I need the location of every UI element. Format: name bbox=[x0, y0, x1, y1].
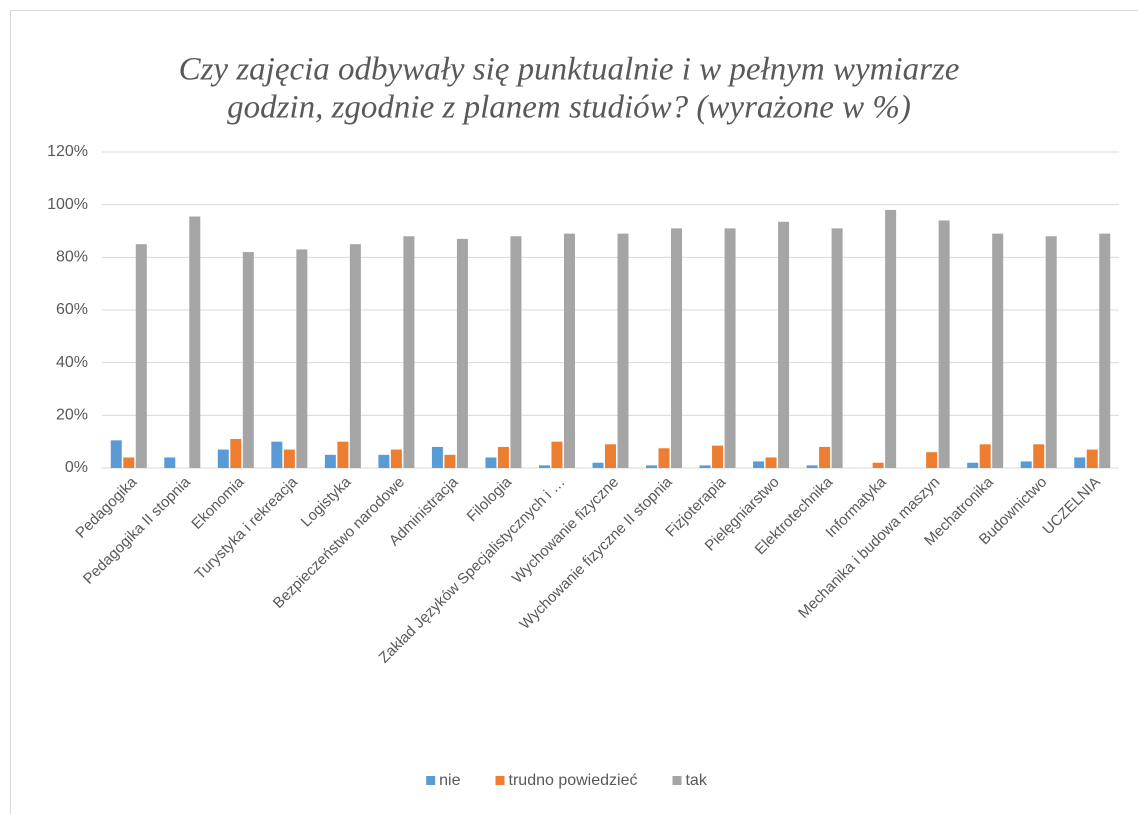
chart-frame bbox=[10, 10, 1138, 814]
y-tick-label: 40% bbox=[56, 354, 88, 371]
bar bbox=[724, 228, 736, 468]
legend-swatch bbox=[426, 776, 436, 785]
chart-title: Czy zajęcia odbywały się punktualnie i w… bbox=[179, 52, 960, 88]
bar bbox=[885, 209, 897, 468]
bar bbox=[164, 457, 176, 468]
bar bbox=[538, 465, 550, 468]
bar bbox=[671, 228, 683, 468]
bar bbox=[337, 441, 349, 468]
bar bbox=[283, 449, 295, 468]
bar bbox=[230, 439, 242, 468]
bar bbox=[592, 462, 604, 468]
bar bbox=[189, 216, 201, 468]
bar bbox=[271, 441, 283, 468]
legend-label: nie bbox=[439, 772, 460, 789]
bar bbox=[497, 446, 509, 468]
bar bbox=[967, 462, 979, 468]
legend-label: tak bbox=[685, 772, 707, 789]
bar bbox=[778, 221, 790, 468]
legend-swatch bbox=[495, 776, 505, 785]
bar bbox=[658, 448, 670, 468]
x-tick-label: UCZELNIA bbox=[1039, 474, 1103, 538]
x-tick-label: Wychowanie fizyczne bbox=[509, 474, 622, 587]
bar bbox=[1086, 449, 1098, 468]
bar bbox=[1033, 444, 1045, 468]
legend-label: trudno powiedzieć bbox=[509, 772, 638, 789]
y-tick-label: 120% bbox=[47, 143, 88, 160]
bar bbox=[551, 441, 563, 468]
bar bbox=[242, 252, 254, 468]
x-tick-label: Logistyka bbox=[298, 473, 355, 530]
bar bbox=[1020, 461, 1032, 468]
bar bbox=[872, 462, 884, 468]
bar bbox=[926, 452, 938, 468]
bar bbox=[349, 244, 361, 468]
bar bbox=[485, 457, 497, 468]
bar bbox=[712, 445, 724, 468]
y-tick-label: 60% bbox=[56, 301, 88, 318]
bar bbox=[819, 446, 831, 468]
bar bbox=[135, 244, 147, 468]
y-tick-label: 20% bbox=[56, 407, 88, 424]
bar bbox=[444, 454, 456, 468]
bar bbox=[456, 238, 468, 468]
bar bbox=[699, 465, 711, 468]
x-tick-label: Turystyka i rekreacja bbox=[192, 473, 302, 583]
bar bbox=[1045, 236, 1057, 468]
bar bbox=[992, 233, 1004, 468]
bar bbox=[378, 454, 390, 468]
bar bbox=[938, 220, 950, 468]
x-tick-label: Filologia bbox=[464, 473, 516, 525]
bar bbox=[296, 249, 308, 468]
bar bbox=[617, 233, 629, 468]
bar bbox=[765, 457, 777, 468]
x-tick-label: Pedagogika II stopnia bbox=[80, 473, 195, 588]
bar bbox=[1074, 457, 1086, 468]
y-tick-label: 80% bbox=[56, 249, 88, 266]
bar bbox=[403, 236, 415, 468]
bar bbox=[510, 236, 522, 468]
bar bbox=[605, 444, 616, 468]
x-tick-label: Zakład Języków Specjalistycznych i … bbox=[376, 474, 569, 667]
bar bbox=[431, 446, 443, 468]
bar bbox=[979, 444, 991, 468]
bar bbox=[753, 461, 765, 468]
bar bbox=[217, 449, 229, 468]
bar bbox=[563, 233, 575, 468]
bar bbox=[806, 465, 818, 468]
bar bbox=[646, 465, 658, 468]
bar bbox=[110, 440, 122, 468]
bar bbox=[390, 449, 402, 468]
bar bbox=[324, 454, 336, 468]
legend-swatch bbox=[672, 776, 682, 785]
bar bbox=[1099, 233, 1111, 468]
y-tick-label: 100% bbox=[47, 196, 88, 213]
y-tick-label: 0% bbox=[65, 459, 88, 476]
bar bbox=[123, 457, 135, 468]
bar bbox=[831, 228, 843, 468]
chart-title: godzin, zgodnie z planem studiów? (wyraż… bbox=[227, 90, 911, 126]
